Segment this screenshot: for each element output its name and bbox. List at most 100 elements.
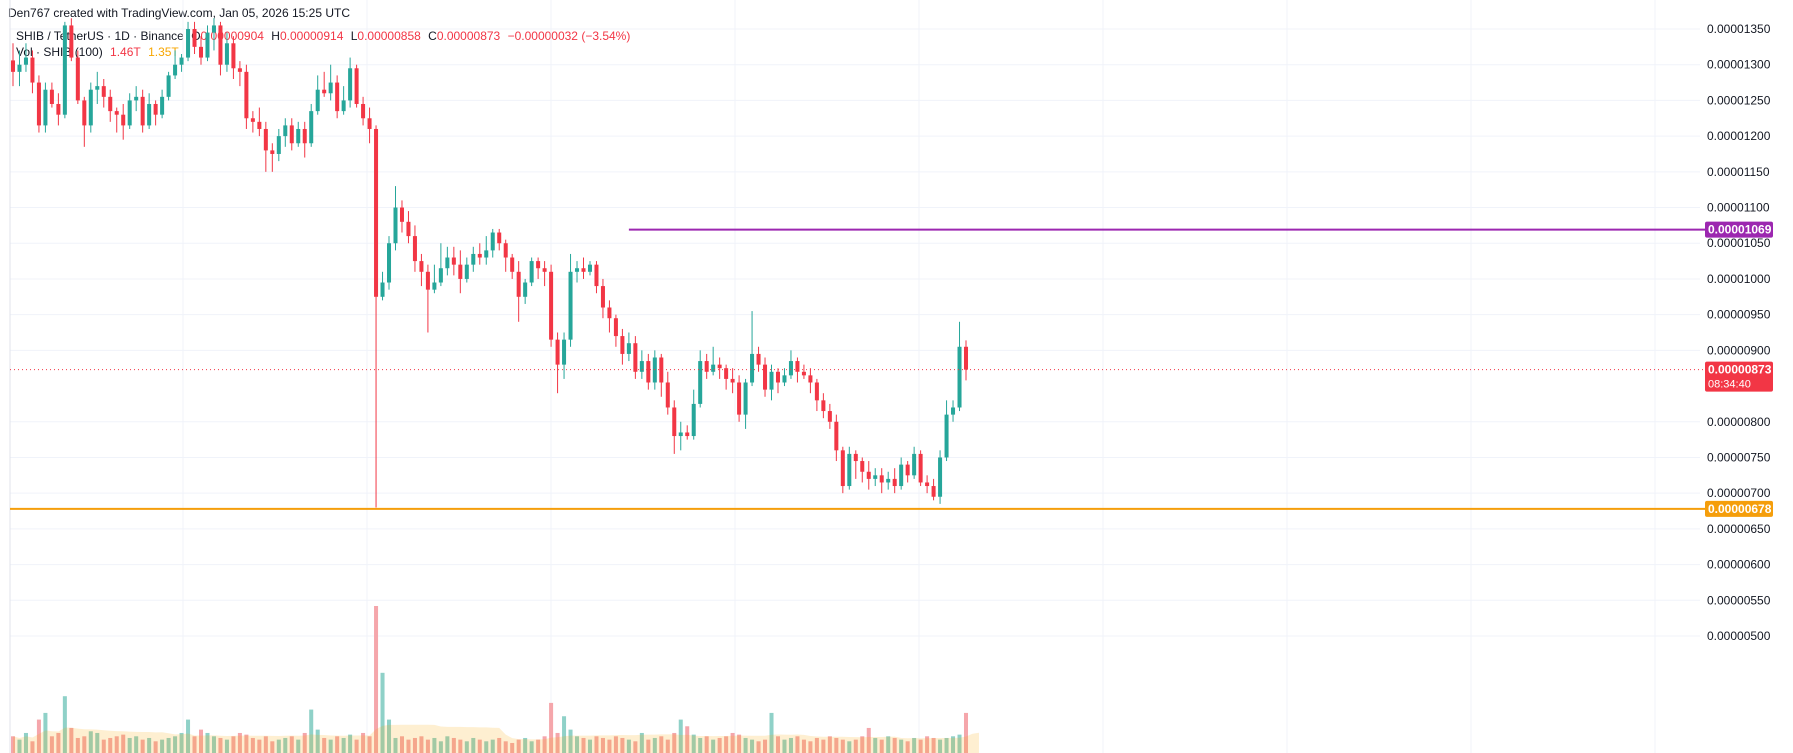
volume-bar xyxy=(827,736,832,753)
candle-body xyxy=(575,268,580,272)
volume-bar xyxy=(808,741,813,753)
candle-body xyxy=(276,136,281,154)
candle-body xyxy=(743,382,748,415)
volume-bar xyxy=(873,737,878,753)
candle-body xyxy=(432,282,437,290)
candle-body xyxy=(510,257,515,272)
close-key: C xyxy=(428,29,437,43)
volume-bar xyxy=(944,737,949,753)
candle-body xyxy=(231,43,236,69)
candle-body xyxy=(315,89,320,112)
volume-bar xyxy=(730,732,735,753)
candle-body xyxy=(497,232,502,244)
volume-bar xyxy=(173,736,178,753)
ohlc-legend: SHIB / TetherUS · 1D · Binance O0.000009… xyxy=(16,29,634,43)
volume-bar xyxy=(471,737,476,753)
candle-body xyxy=(633,343,638,372)
volume-bar xyxy=(503,741,508,753)
volume-bar xyxy=(218,737,223,753)
candle-body xyxy=(879,475,884,483)
price-tick-label: 0.00000550 xyxy=(1707,593,1771,607)
volume-bar xyxy=(237,732,242,753)
candle-body xyxy=(827,411,832,422)
candle-body xyxy=(957,346,962,408)
candle-body xyxy=(860,461,865,472)
support-price-label: 0.00000678 xyxy=(1708,502,1772,516)
volume-bar xyxy=(75,737,80,753)
volume-bar xyxy=(445,736,450,753)
volume-bar xyxy=(412,737,417,753)
volume-bar xyxy=(160,739,165,753)
volume-bar xyxy=(134,736,139,753)
volume-bar xyxy=(283,737,288,753)
volume-bar xyxy=(834,737,839,753)
candle-body xyxy=(322,89,327,94)
candle-body xyxy=(834,421,839,451)
volume-bar xyxy=(224,739,229,753)
candle-body xyxy=(270,150,275,154)
volume-label[interactable]: Vol · SHIB (100) xyxy=(16,45,103,59)
grid xyxy=(9,0,1700,753)
candle-body xyxy=(406,221,411,237)
volume-bar xyxy=(659,736,664,753)
volume-ma-value: 1.35T xyxy=(148,45,179,59)
chart-credit: Den767 created with TradingView.com, Jan… xyxy=(8,6,350,20)
volume-bar xyxy=(821,739,826,753)
volume-bar xyxy=(788,737,793,753)
volume-bar xyxy=(458,739,463,753)
volume-bar xyxy=(801,739,806,753)
volume-bar xyxy=(724,736,729,753)
volume-bar xyxy=(244,734,249,753)
price-axis[interactable]: 0.00001350 0.00001300 0.00001250 0.00001200… xyxy=(1705,22,1773,643)
volume-bar xyxy=(211,736,216,753)
candle-body xyxy=(250,118,255,122)
candle-body xyxy=(613,318,618,337)
volume-bar xyxy=(542,736,547,753)
candle-body xyxy=(873,475,878,479)
candle-body xyxy=(23,57,28,65)
volume-bar xyxy=(912,737,917,753)
volume-bar xyxy=(296,739,301,753)
volume-bar xyxy=(361,732,366,753)
volume-bar xyxy=(406,739,411,753)
volume-bar xyxy=(393,737,398,753)
candle-body xyxy=(886,478,891,483)
candle-body xyxy=(542,268,547,272)
volume-bar xyxy=(782,739,787,753)
volume-bar xyxy=(879,739,884,753)
candle-body xyxy=(121,114,126,126)
candle-body xyxy=(931,486,936,497)
volume-bar xyxy=(905,741,910,753)
volume-bar xyxy=(17,739,22,753)
volume-bar xyxy=(23,732,28,753)
candle-body xyxy=(711,364,716,372)
symbol-label[interactable]: SHIB / TetherUS · 1D · Binance xyxy=(16,29,184,43)
candle-body xyxy=(600,286,605,308)
candle-body xyxy=(918,453,923,483)
volume-bar xyxy=(575,736,580,753)
candle-body xyxy=(678,432,683,437)
volume-bar xyxy=(419,736,424,753)
price-tick-label: 0.00001300 xyxy=(1707,58,1771,72)
volume-bar xyxy=(10,736,16,753)
candle-body xyxy=(302,128,307,144)
volume-bar xyxy=(737,734,742,753)
candle-body xyxy=(587,264,592,272)
candle-body xyxy=(905,464,910,476)
volume-bar xyxy=(840,739,845,753)
volume-bar xyxy=(555,732,560,753)
candle-body xyxy=(82,100,87,126)
candle-body xyxy=(464,264,469,279)
candle-body xyxy=(218,25,223,65)
volume-bar xyxy=(957,734,962,753)
volume-bar xyxy=(866,727,871,753)
candle-body xyxy=(237,68,242,72)
candle-body xyxy=(399,207,404,222)
price-tick-label: 0.00000650 xyxy=(1707,522,1771,536)
volume-bar xyxy=(549,702,554,753)
volume-bar xyxy=(711,739,716,753)
volume-bar xyxy=(198,729,204,753)
candle-body xyxy=(328,82,333,94)
candle-body xyxy=(30,57,35,83)
